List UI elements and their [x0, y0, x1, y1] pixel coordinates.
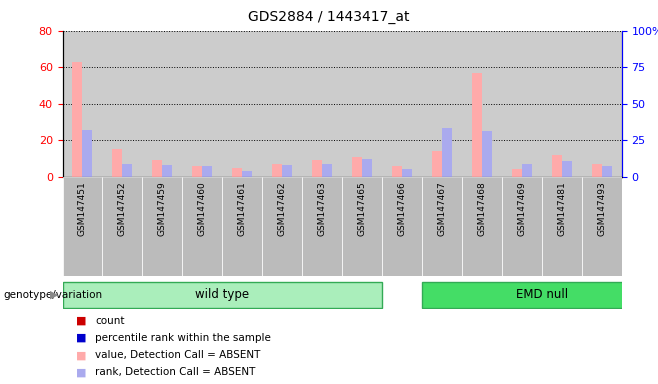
Text: GSM147469: GSM147469: [517, 182, 526, 237]
Bar: [82, 130, 93, 177]
Bar: [432, 151, 442, 177]
Text: GDS2884 / 1443417_at: GDS2884 / 1443417_at: [248, 10, 410, 23]
Bar: [153, 160, 163, 177]
Bar: [192, 166, 202, 177]
Bar: [512, 169, 522, 177]
Text: ■: ■: [76, 333, 86, 343]
Text: GSM147465: GSM147465: [358, 182, 367, 237]
Bar: [282, 165, 292, 177]
Bar: [72, 62, 82, 177]
Bar: [222, 177, 263, 276]
Bar: [382, 177, 422, 276]
Text: ■: ■: [76, 316, 86, 326]
Text: rank, Detection Call = ABSENT: rank, Detection Call = ABSENT: [95, 367, 256, 377]
Bar: [103, 177, 142, 276]
Text: GSM147493: GSM147493: [597, 182, 606, 237]
Bar: [502, 177, 542, 276]
Bar: [272, 164, 282, 177]
Text: genotype/variation: genotype/variation: [3, 290, 103, 300]
Text: GSM147481: GSM147481: [557, 182, 567, 237]
Bar: [482, 131, 492, 177]
Bar: [63, 282, 382, 308]
Bar: [122, 164, 132, 177]
Text: wild type: wild type: [195, 288, 249, 301]
Bar: [302, 177, 342, 276]
Text: count: count: [95, 316, 125, 326]
Text: GSM147467: GSM147467: [438, 182, 447, 237]
Bar: [562, 161, 572, 177]
Bar: [242, 171, 252, 177]
Text: ■: ■: [76, 350, 86, 360]
Bar: [312, 160, 322, 177]
Text: GSM147466: GSM147466: [397, 182, 407, 237]
Bar: [352, 157, 362, 177]
Bar: [322, 164, 332, 177]
Bar: [182, 177, 222, 276]
Bar: [202, 166, 213, 177]
Text: GSM147461: GSM147461: [238, 182, 247, 237]
Bar: [552, 155, 562, 177]
Bar: [342, 177, 382, 276]
Text: EMD null: EMD null: [516, 288, 568, 301]
Text: value, Detection Call = ABSENT: value, Detection Call = ABSENT: [95, 350, 261, 360]
Bar: [113, 149, 122, 177]
Bar: [462, 177, 502, 276]
Bar: [392, 166, 402, 177]
Text: ■: ■: [76, 367, 86, 377]
Text: GSM147463: GSM147463: [318, 182, 326, 237]
Bar: [402, 169, 412, 177]
Text: percentile rank within the sample: percentile rank within the sample: [95, 333, 271, 343]
Bar: [442, 129, 452, 177]
Text: GSM147468: GSM147468: [478, 182, 486, 237]
Bar: [602, 166, 612, 177]
Bar: [362, 159, 372, 177]
Bar: [542, 177, 582, 276]
Bar: [522, 164, 532, 177]
Text: GSM147460: GSM147460: [198, 182, 207, 237]
Text: GSM147451: GSM147451: [78, 182, 87, 237]
Bar: [422, 282, 658, 308]
Bar: [163, 165, 172, 177]
Bar: [232, 167, 242, 177]
Bar: [472, 73, 482, 177]
Bar: [63, 177, 103, 276]
Bar: [592, 164, 602, 177]
Text: GSM147452: GSM147452: [118, 182, 127, 236]
Bar: [142, 177, 182, 276]
Bar: [422, 177, 462, 276]
Text: ▶: ▶: [50, 290, 59, 300]
Bar: [582, 177, 622, 276]
Text: GSM147459: GSM147459: [158, 182, 167, 237]
Text: GSM147462: GSM147462: [278, 182, 287, 236]
Bar: [263, 177, 302, 276]
